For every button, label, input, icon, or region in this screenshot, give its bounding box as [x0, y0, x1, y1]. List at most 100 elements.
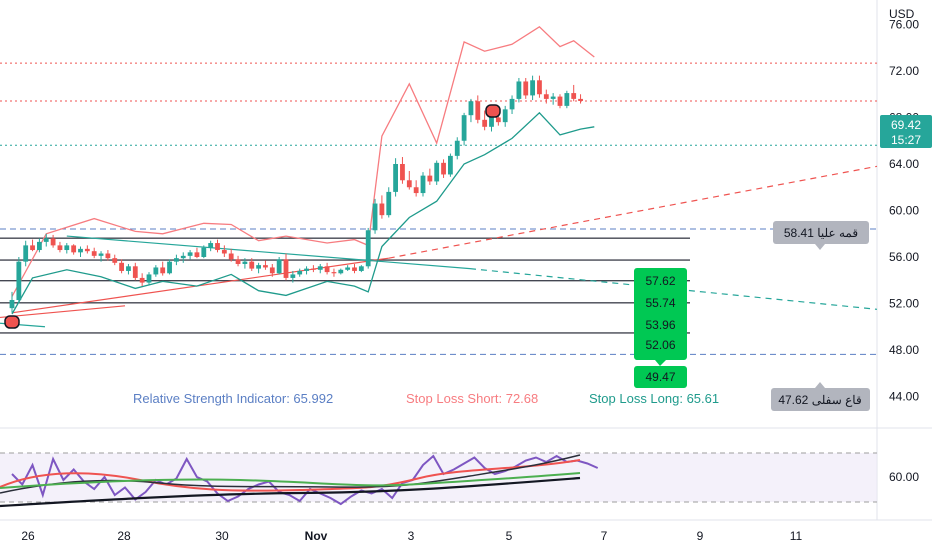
candle-body[interactable]	[413, 187, 419, 194]
candle-body[interactable]	[71, 245, 77, 253]
candle-body[interactable]	[304, 268, 309, 271]
candle-body[interactable]	[331, 272, 337, 274]
candle-body[interactable]	[242, 261, 248, 264]
candle-body[interactable]	[516, 81, 522, 99]
candle-body[interactable]	[550, 96, 556, 99]
candle-body[interactable]	[543, 94, 549, 99]
candle-body[interactable]	[16, 261, 22, 301]
candle-body[interactable]	[9, 300, 15, 309]
candle-body[interactable]	[221, 250, 227, 254]
candle-body[interactable]	[263, 265, 268, 268]
candle-body[interactable]	[84, 248, 90, 252]
candle-body[interactable]	[317, 266, 323, 270]
candle-body[interactable]	[23, 245, 29, 262]
candle-body[interactable]	[372, 203, 378, 231]
candle-body[interactable]	[557, 96, 563, 106]
rsi-ma-fast	[0, 459, 581, 492]
candle-body[interactable]	[256, 265, 261, 269]
time-axis-label: 28	[117, 529, 131, 543]
older-trend-line	[0, 305, 126, 319]
candle-body[interactable]	[352, 267, 357, 271]
lower-trough-text: 47.62 قاع سفلی	[778, 393, 861, 407]
candle-body[interactable]	[523, 81, 529, 96]
candle-body[interactable]	[283, 259, 289, 278]
candle-body[interactable]	[578, 98, 583, 101]
candle-body[interactable]	[297, 270, 303, 275]
alert-badge-bottom[interactable]	[4, 315, 20, 329]
candle-body[interactable]	[393, 164, 398, 192]
candle-body[interactable]	[441, 162, 446, 175]
candle-body[interactable]	[139, 277, 145, 283]
candle-body[interactable]	[174, 258, 179, 262]
candle-body[interactable]	[132, 266, 138, 278]
candle-body[interactable]	[345, 267, 351, 270]
candle-body[interactable]	[235, 259, 241, 264]
candle-body[interactable]	[180, 255, 186, 259]
candle-body[interactable]	[37, 241, 42, 251]
time-axis-label: 26	[21, 529, 35, 543]
candle-body[interactable]	[324, 266, 330, 273]
candle-body[interactable]	[194, 252, 200, 257]
candle-body[interactable]	[386, 191, 392, 216]
candle-body[interactable]	[358, 266, 364, 271]
candle-body[interactable]	[461, 115, 467, 141]
level-value: 53.96	[645, 318, 675, 332]
candle-body[interactable]	[475, 101, 481, 120]
candle-body[interactable]	[448, 155, 453, 175]
candle-body[interactable]	[571, 93, 577, 99]
candle-body[interactable]	[406, 180, 412, 188]
candle-body[interactable]	[43, 238, 49, 242]
candle-body[interactable]	[454, 140, 460, 156]
candle-body[interactable]	[365, 230, 371, 267]
candle-body[interactable]	[50, 238, 56, 246]
candle-body[interactable]	[91, 251, 97, 256]
candle-body[interactable]	[338, 269, 344, 274]
levels-box	[634, 268, 687, 360]
last-price-value: 69.42	[891, 118, 921, 132]
candle-body[interactable]	[187, 252, 193, 256]
candle-body[interactable]	[78, 248, 83, 253]
candle-body[interactable]	[269, 267, 275, 274]
candle-body[interactable]	[489, 117, 494, 127]
candle-body[interactable]	[119, 262, 124, 271]
candle-body[interactable]	[112, 258, 118, 263]
candle-body[interactable]	[276, 259, 282, 274]
candle-body[interactable]	[468, 101, 474, 116]
candle-body[interactable]	[434, 162, 440, 182]
candle-body[interactable]	[495, 117, 501, 123]
candle-body[interactable]	[228, 253, 234, 260]
candle-body[interactable]	[249, 261, 255, 269]
candle-body[interactable]	[420, 175, 426, 194]
candle-body[interactable]	[400, 164, 405, 181]
candle-body[interactable]	[64, 245, 70, 251]
candle-body[interactable]	[167, 261, 172, 274]
candle-body[interactable]	[146, 274, 152, 283]
candle-body[interactable]	[290, 274, 296, 278]
candle-body[interactable]	[98, 253, 104, 256]
candle-body[interactable]	[208, 243, 214, 248]
candle-body[interactable]	[502, 109, 508, 123]
candle-body[interactable]	[379, 203, 385, 216]
level-value: 55.74	[645, 296, 675, 310]
candle-body[interactable]	[153, 267, 159, 275]
candle-body[interactable]	[530, 80, 535, 96]
candle-body[interactable]	[311, 268, 316, 270]
downtrend-line-projection	[469, 268, 878, 310]
candle-body[interactable]	[57, 245, 63, 251]
candle-body[interactable]	[215, 243, 220, 251]
candle-body[interactable]	[482, 119, 488, 127]
candle-body[interactable]	[105, 253, 111, 259]
candle-body[interactable]	[509, 98, 515, 110]
candle-body[interactable]	[537, 80, 542, 95]
candle-body[interactable]	[427, 175, 433, 182]
legend-stop-long: Stop Loss Long: 65.61	[589, 391, 719, 406]
price-axis-tick: 76.00	[889, 18, 919, 32]
candle-body[interactable]	[564, 93, 570, 106]
candle-body[interactable]	[160, 267, 166, 274]
candle-body[interactable]	[30, 245, 35, 251]
candle-body[interactable]	[126, 266, 131, 271]
alert-badge-top[interactable]	[485, 104, 501, 118]
candle-body[interactable]	[201, 247, 207, 257]
